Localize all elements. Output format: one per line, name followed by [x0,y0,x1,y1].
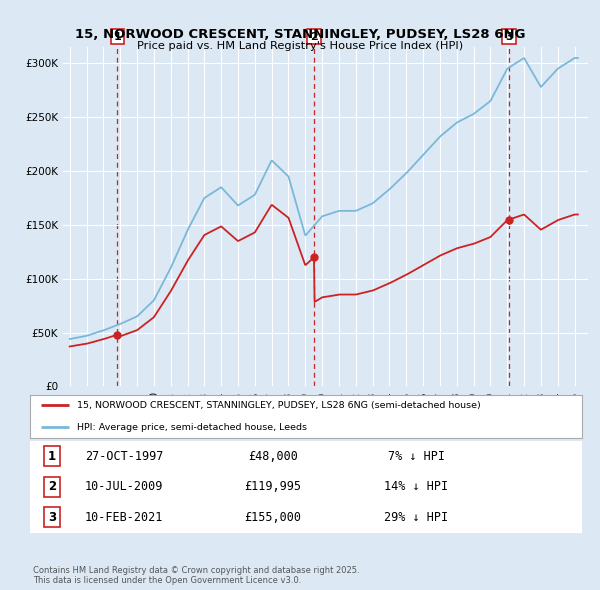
Text: 3: 3 [505,32,513,42]
Text: HPI: Average price, semi-detached house, Leeds: HPI: Average price, semi-detached house,… [77,422,307,431]
Text: 1: 1 [48,450,56,463]
Text: £48,000: £48,000 [248,450,298,463]
Text: 27-OCT-1997: 27-OCT-1997 [85,450,163,463]
Text: 2: 2 [310,32,318,42]
Text: 10-JUL-2009: 10-JUL-2009 [85,480,163,493]
Text: Contains HM Land Registry data © Crown copyright and database right 2025.
This d: Contains HM Land Registry data © Crown c… [33,566,359,585]
Text: 15, NORWOOD CRESCENT, STANNINGLEY, PUDSEY, LS28 6NG (semi-detached house): 15, NORWOOD CRESCENT, STANNINGLEY, PUDSE… [77,401,481,410]
Text: 2: 2 [48,480,56,493]
Text: 1: 1 [113,32,121,42]
Text: £155,000: £155,000 [244,511,301,524]
Text: 10-FEB-2021: 10-FEB-2021 [85,511,163,524]
Text: 3: 3 [48,511,56,524]
Text: £119,995: £119,995 [244,480,301,493]
Text: 14% ↓ HPI: 14% ↓ HPI [385,480,448,493]
Text: 29% ↓ HPI: 29% ↓ HPI [385,511,448,524]
Text: Price paid vs. HM Land Registry's House Price Index (HPI): Price paid vs. HM Land Registry's House … [137,41,463,51]
Text: 7% ↓ HPI: 7% ↓ HPI [388,450,445,463]
Text: 15, NORWOOD CRESCENT, STANNINGLEY, PUDSEY, LS28 6NG: 15, NORWOOD CRESCENT, STANNINGLEY, PUDSE… [75,28,525,41]
